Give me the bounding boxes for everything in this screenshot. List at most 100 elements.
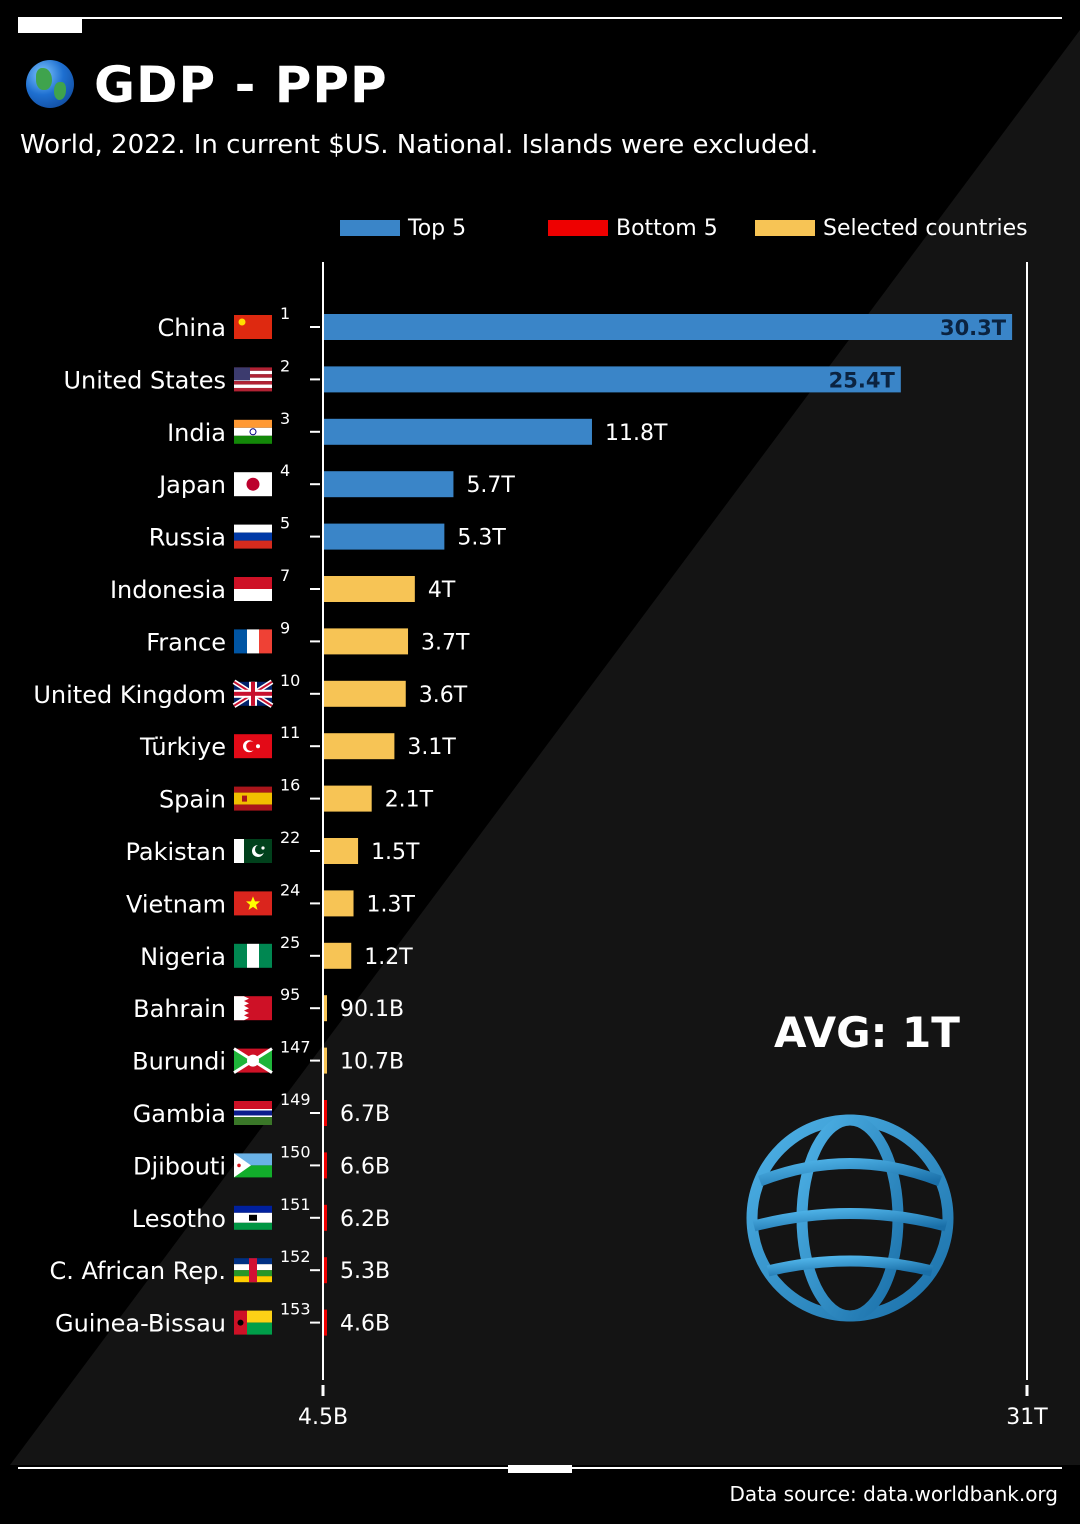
category-label: Spain	[159, 786, 226, 814]
value-label: 6.7B	[340, 1102, 390, 1127]
flag-gw-icon	[234, 1310, 272, 1335]
flag-jp-icon	[234, 472, 272, 497]
category-label: Gambia	[133, 1100, 226, 1128]
legend-swatch-top5	[340, 220, 400, 236]
legend-item-top5: Top 5	[340, 213, 466, 243]
flag-ls-icon	[234, 1205, 272, 1230]
flag-cn-icon	[234, 315, 272, 339]
flag-fr-icon	[234, 629, 272, 654]
value-label: 1.5T	[371, 840, 420, 865]
rank-label: 7	[280, 566, 290, 585]
top-rule	[18, 17, 1062, 19]
legend-item-bottom5: Bottom 5	[548, 213, 718, 243]
flag-us-icon	[234, 367, 272, 392]
rank-label: 4	[280, 461, 290, 480]
globe-icon	[26, 60, 74, 108]
category-label: Türkiye	[139, 733, 226, 761]
rank-label: 152	[280, 1247, 311, 1266]
value-label: 11.8T	[605, 421, 668, 446]
value-label: 6.6B	[340, 1154, 390, 1179]
bar-top5	[324, 314, 1013, 340]
bar-bottom5	[324, 1309, 327, 1336]
bar-selected	[324, 942, 352, 969]
rank-label: 95	[280, 985, 300, 1004]
bar-selected	[324, 733, 395, 760]
flag-ru-icon	[234, 524, 272, 549]
chart-subtitle: World, 2022. In current $US. National. I…	[20, 130, 819, 160]
category-label: France	[146, 628, 226, 656]
category-label: Russia	[149, 524, 226, 552]
category-label: Guinea-Bissau	[55, 1310, 226, 1338]
value-label: 25.4T	[829, 368, 896, 392]
rank-label: 1	[280, 304, 290, 323]
world-bank-logo	[746, 1114, 954, 1322]
value-label: 5.3T	[457, 526, 506, 551]
rank-label: 3	[280, 409, 290, 428]
category-label: United Kingdom	[33, 681, 226, 709]
legend-swatch-bottom5	[548, 220, 608, 236]
flag-es-icon	[234, 786, 272, 811]
data-source-note: Data source: data.worldbank.org	[729, 1482, 1058, 1506]
value-label: 1.2T	[364, 945, 413, 970]
flag-cf-icon	[234, 1258, 272, 1283]
bar-selected	[324, 628, 409, 655]
rank-label: 25	[280, 933, 300, 952]
value-label: 5.3B	[340, 1259, 390, 1284]
rank-label: 147	[280, 1038, 311, 1057]
x-tick-label: 31T	[1006, 1405, 1048, 1430]
legend-item-selected: Selected countries	[755, 213, 1028, 243]
category-label: Vietnam	[126, 890, 226, 918]
bar-bottom5	[324, 1100, 327, 1126]
flag-vn-icon	[234, 891, 272, 916]
value-label: 10.7B	[340, 1050, 404, 1075]
category-label: Nigeria	[140, 943, 226, 971]
bar-top5	[324, 471, 454, 498]
bar-bottom5	[324, 1152, 327, 1179]
value-label: 3.1T	[407, 735, 456, 760]
category-label: Pakistan	[126, 838, 227, 866]
bar-top5	[324, 366, 901, 393]
average-label: AVG: 1T	[774, 1008, 960, 1057]
legend-swatch-selected	[755, 220, 815, 236]
rank-label: 22	[280, 828, 300, 847]
bar-selected	[324, 995, 327, 1022]
category-label: Lesotho	[132, 1205, 226, 1233]
bar-bottom5	[324, 1257, 327, 1284]
value-label: 5.7T	[466, 473, 515, 498]
bar-selected	[324, 680, 406, 707]
value-label: 4T	[428, 578, 456, 603]
value-label: 3.7T	[421, 630, 470, 655]
category-label: Japan	[157, 471, 226, 499]
flag-dj-icon	[234, 1153, 272, 1178]
rank-label: 153	[280, 1300, 311, 1319]
top-accent-bar	[18, 19, 82, 33]
category-label: Indonesia	[110, 576, 226, 604]
bar-selected	[324, 576, 415, 602]
rank-label: 151	[280, 1195, 311, 1214]
legend-label-selected: Selected countries	[823, 215, 1028, 241]
x-tick-label: 4.5B	[298, 1405, 348, 1430]
legend-label-top5: Top 5	[408, 215, 467, 241]
chart-title: GDP - PPP	[94, 56, 388, 114]
rank-label: 10	[280, 671, 300, 690]
category-label: Djibouti	[133, 1152, 226, 1180]
flag-ng-icon	[234, 943, 272, 968]
rank-label: 5	[280, 514, 290, 533]
legend-label-bottom5: Bottom 5	[616, 215, 718, 241]
flag-tr-icon	[234, 734, 272, 759]
bar-top5	[324, 523, 445, 550]
category-label: C. African Rep.	[49, 1257, 226, 1285]
bottom-accent-bar	[508, 1465, 572, 1473]
category-label: China	[157, 314, 226, 342]
bar-selected	[324, 785, 372, 812]
flag-bh-icon	[234, 996, 272, 1021]
category-label: India	[167, 419, 226, 447]
category-label: United States	[63, 366, 226, 394]
bar-bottom5	[324, 1204, 327, 1231]
value-label: 3.6T	[419, 683, 468, 708]
bar-top5	[324, 418, 592, 445]
flag-bi-icon	[233, 1047, 273, 1074]
flag-id-icon	[234, 577, 272, 601]
rank-label: 24	[280, 880, 300, 899]
